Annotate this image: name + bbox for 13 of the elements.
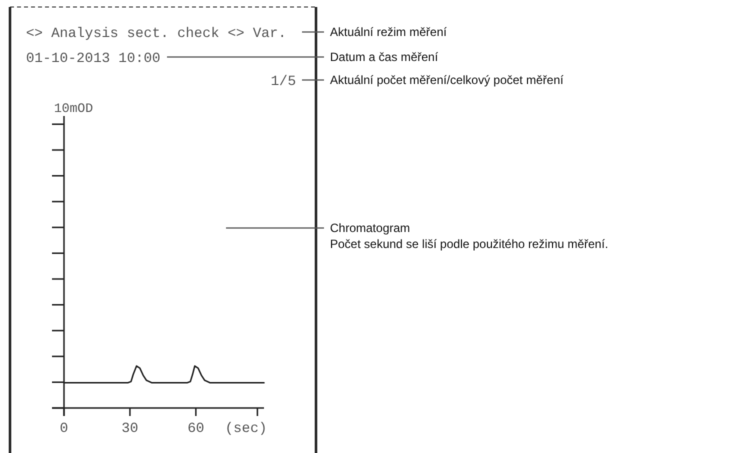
x-axis-title: (sec) [224, 421, 268, 437]
text: Aktuální počet měření/celkový počet měření [330, 73, 564, 87]
text: 10mOD [54, 101, 94, 116]
text: Počet sekund se liší podle použitého režimu měření. [330, 237, 608, 251]
x-tick-label: 30 [122, 421, 138, 437]
text: Datum a čas měření [330, 50, 439, 64]
chart-title: <> Analysis sect. check <> Var. [26, 26, 286, 42]
x-tick-label: 0 [60, 421, 68, 437]
text: Chromatogram [330, 221, 410, 235]
text: 1/5 [270, 74, 296, 90]
x-tick-label: 60 [187, 421, 204, 437]
chart-subtitle: 01-10-2013 10:00 [26, 51, 160, 67]
text: Aktuální režim měření [330, 25, 448, 39]
